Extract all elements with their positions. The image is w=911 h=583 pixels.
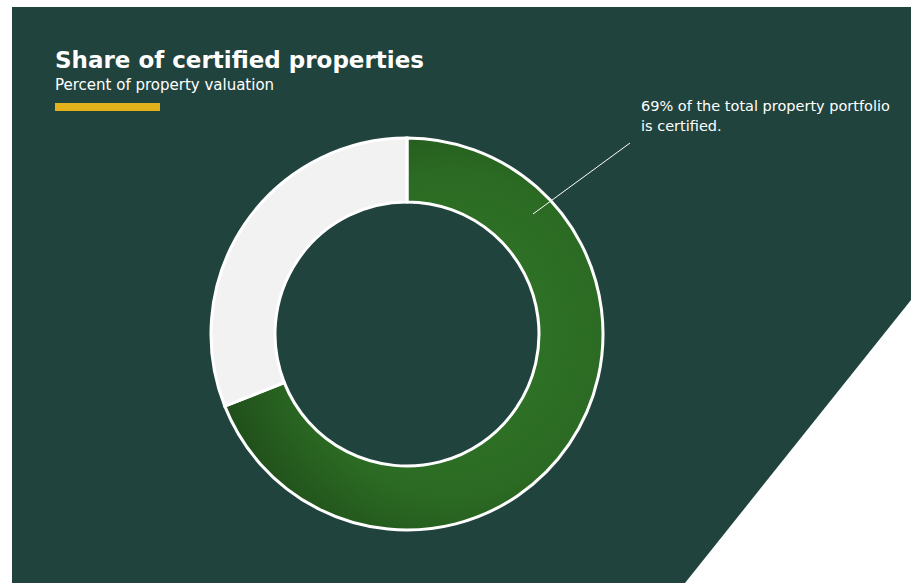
- annotation: 69% of the total property portfolio: [641, 98, 890, 114]
- background-panel: [12, 7, 911, 583]
- donut-slice: [211, 138, 407, 406]
- annotation-leader: [533, 143, 630, 214]
- title: Share of certified properties: [55, 47, 424, 73]
- plot-area: [211, 138, 603, 530]
- donut: [211, 138, 603, 530]
- annotation: is certified.: [641, 118, 722, 134]
- accent-bar: [55, 103, 160, 111]
- chart-canvas: Share of certified properties Percent of …: [0, 0, 911, 583]
- subtitle: Percent of property valuation: [55, 76, 274, 94]
